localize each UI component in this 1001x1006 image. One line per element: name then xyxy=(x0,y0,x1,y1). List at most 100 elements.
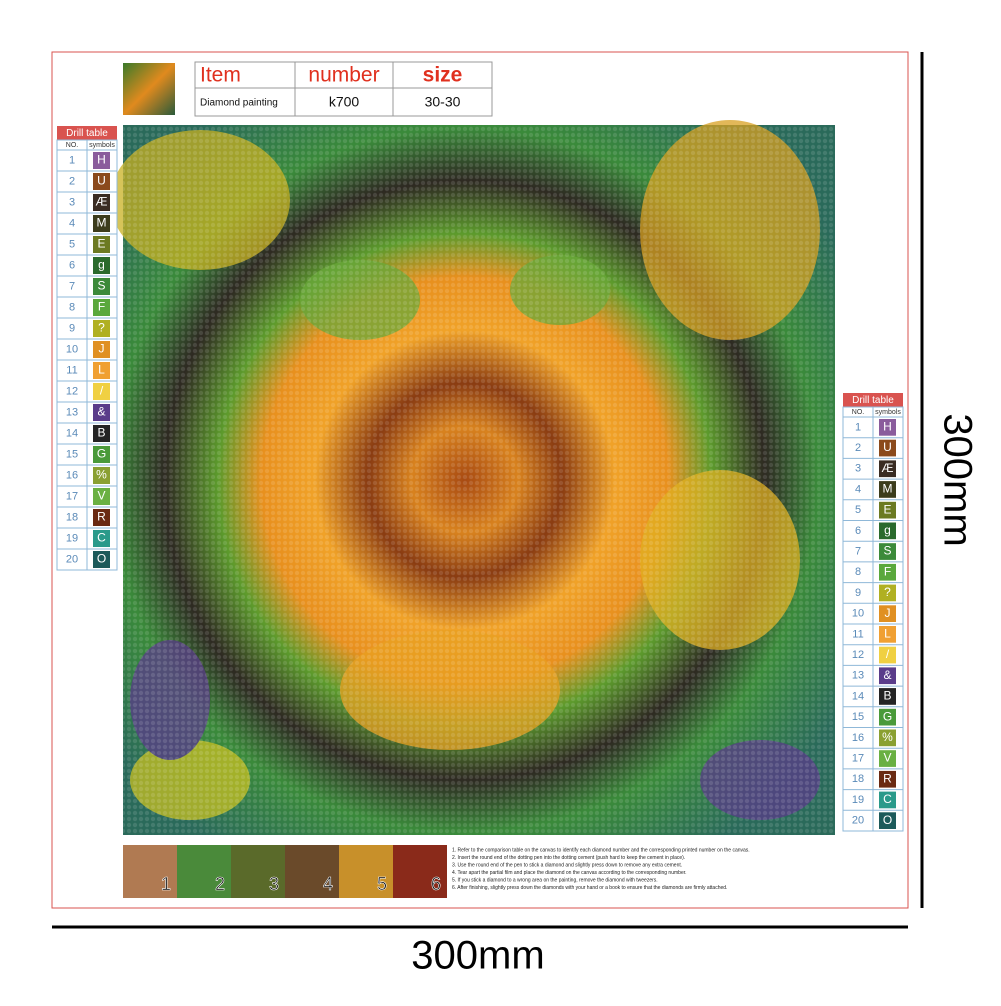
drill-symbol: H xyxy=(883,420,892,434)
symbol-swatch xyxy=(879,667,896,685)
drill-number: 8 xyxy=(69,301,75,313)
symbol-swatch xyxy=(93,257,110,274)
symbol-swatch xyxy=(93,299,110,316)
drill-symbol: O xyxy=(883,813,892,827)
painting xyxy=(110,120,835,835)
drill-number: 18 xyxy=(66,511,78,523)
drill-symbol: S xyxy=(97,279,105,293)
drill-symbol: L xyxy=(884,627,891,641)
drill-number: 9 xyxy=(69,322,75,334)
step-number: 1 xyxy=(161,874,171,894)
drill-symbol: L xyxy=(98,363,105,377)
drill-symbol: F xyxy=(884,564,891,578)
drill-symbol: F xyxy=(98,300,105,314)
drill-symbol: ? xyxy=(884,585,891,599)
drill-number: 5 xyxy=(69,238,75,250)
drill-number: 9 xyxy=(855,587,861,599)
header-label: number xyxy=(308,64,379,87)
symbol-swatch xyxy=(93,404,110,421)
symbol-swatch xyxy=(93,425,110,442)
drill-number: 11 xyxy=(66,364,77,376)
drill-symbol: & xyxy=(97,405,105,419)
instruction: 2. Insert the round end of the dotting p… xyxy=(452,855,685,861)
step-photos xyxy=(123,845,447,898)
drill-symbol: E xyxy=(883,502,891,516)
drill-number: 1 xyxy=(855,421,861,433)
symbol-swatch xyxy=(879,791,896,809)
header-label: Item xyxy=(200,64,241,87)
drill-number: 13 xyxy=(66,406,78,418)
symbol-swatch xyxy=(93,467,110,484)
instruction: 1. Refer to the comparison table on the … xyxy=(452,847,750,853)
symbol-swatch xyxy=(879,501,896,519)
symbol-swatch xyxy=(879,812,896,829)
drill-symbol: Æ xyxy=(96,195,108,209)
symbol-swatch xyxy=(93,194,110,211)
drill-number: 17 xyxy=(852,752,864,764)
instruction: 5. If you stick a diamond to a wrong are… xyxy=(452,877,658,883)
symbol-swatch xyxy=(879,646,896,664)
symbol-swatch xyxy=(879,584,896,602)
thumbnail xyxy=(123,63,175,115)
drill-symbol: M xyxy=(883,482,893,496)
symbol-swatch xyxy=(879,563,896,581)
step-number: 2 xyxy=(215,874,225,894)
symbol-swatch xyxy=(879,626,896,643)
drill-symbol: B xyxy=(883,689,891,703)
symbol-swatch xyxy=(93,173,110,190)
header-value: Diamond painting xyxy=(200,98,278,109)
symbol-swatch xyxy=(93,362,110,379)
symbol-swatch xyxy=(93,152,110,169)
drill-symbol: g xyxy=(884,523,891,537)
drill-number: 16 xyxy=(66,469,78,481)
drill-number: 17 xyxy=(66,490,78,502)
symbol-swatch xyxy=(879,481,896,498)
drill-symbol: M xyxy=(97,216,107,230)
drill-number: 15 xyxy=(66,448,78,460)
symbol-swatch xyxy=(879,708,896,726)
drill-symbol: C xyxy=(97,531,106,545)
symbol-swatch xyxy=(93,530,110,547)
height-label: 300mm xyxy=(935,413,979,546)
symbol-swatch xyxy=(93,383,110,400)
drill-table-header: NO. xyxy=(852,409,865,416)
drill-table-header: symbols xyxy=(89,142,115,149)
drill-symbol: U xyxy=(883,440,892,454)
symbol-swatch xyxy=(879,522,896,540)
symbol-swatch xyxy=(879,460,896,478)
drill-symbol: % xyxy=(882,730,893,744)
drill-symbol: U xyxy=(97,174,106,188)
drill-number: 2 xyxy=(69,175,75,187)
symbol-swatch xyxy=(93,278,110,295)
drill-symbol: % xyxy=(96,468,107,482)
drill-table-title-bg xyxy=(843,393,903,407)
symbol-swatch xyxy=(93,509,110,526)
drill-symbol: S xyxy=(883,544,891,558)
header-label: size xyxy=(423,64,463,87)
symbol-swatch xyxy=(93,341,110,358)
drill-symbol: R xyxy=(883,771,892,785)
width-label: 300mm xyxy=(411,934,544,978)
drill-symbol: G xyxy=(97,447,106,461)
drill-number: 12 xyxy=(66,385,78,397)
drill-number: 10 xyxy=(66,343,78,355)
drill-symbol: R xyxy=(97,510,106,524)
drill-symbol: H xyxy=(97,153,106,167)
symbol-swatch xyxy=(93,446,110,463)
drill-table-header: NO. xyxy=(66,142,79,149)
symbol-swatch xyxy=(879,543,896,560)
header-value: k700 xyxy=(329,94,360,110)
drill-symbol: V xyxy=(97,489,105,503)
drill-number: 4 xyxy=(69,217,75,229)
drill-table-header: symbols xyxy=(875,409,901,416)
symbol-swatch xyxy=(93,551,110,568)
header-value: 30-30 xyxy=(425,94,461,110)
drill-symbol: / xyxy=(100,384,104,398)
drill-number: 2 xyxy=(855,442,861,454)
drill-symbol: & xyxy=(883,668,891,682)
drill-table-title-bg xyxy=(57,126,117,140)
header-table xyxy=(194,61,493,117)
symbol-swatch xyxy=(879,729,896,747)
drill-number: 6 xyxy=(69,259,75,271)
symbol-swatch xyxy=(93,236,110,253)
